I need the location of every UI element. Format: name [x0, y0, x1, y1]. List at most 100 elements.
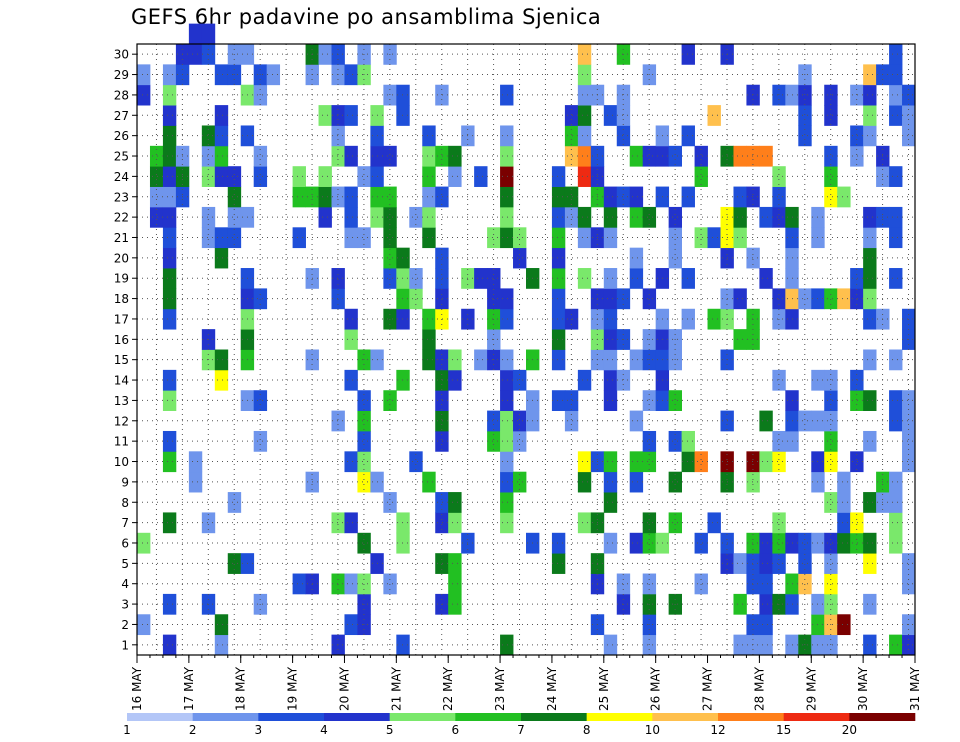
y-tick-label: 4 — [121, 577, 129, 591]
heatmap-cell — [668, 145, 682, 167]
heatmap-cell — [448, 492, 462, 513]
heatmap-cell — [889, 634, 903, 656]
heatmap-cell — [188, 23, 203, 45]
colorbar-swatch — [324, 713, 390, 721]
x-tick-label: 26 MAY — [649, 666, 663, 711]
heatmap-cell — [577, 125, 592, 147]
heatmap-cell — [746, 634, 760, 656]
heatmap-cell — [409, 268, 423, 289]
heatmap-cell — [201, 166, 216, 187]
heatmap-cell — [733, 329, 747, 350]
heatmap-cell — [396, 268, 410, 289]
heatmap-cell — [162, 247, 177, 269]
heatmap-cell — [500, 410, 514, 432]
heatmap-cell — [707, 308, 721, 330]
heatmap-cell — [551, 349, 566, 371]
colorbar-legend: 1 2 3 4 5 6 7 8 10 12 15 20 — [123, 713, 916, 737]
colorbar-swatch — [455, 713, 522, 721]
y-tick-label: 9 — [121, 475, 129, 489]
heatmap-cell — [331, 288, 345, 310]
x-tick-label: 25 MAY — [597, 666, 611, 711]
heatmap-cell — [564, 145, 579, 167]
heatmap-cell — [629, 145, 644, 167]
heatmap-cell — [798, 573, 812, 595]
heatmap-cell — [629, 247, 644, 269]
heatmap-cell — [824, 288, 838, 310]
colorbar-label: 5 — [386, 723, 394, 737]
heatmap-cell — [162, 308, 177, 330]
heatmap-cell — [759, 573, 773, 595]
heatmap-cell — [824, 430, 838, 452]
heatmap-cell — [863, 64, 877, 86]
x-tick-label: 23 MAY — [493, 666, 507, 711]
heatmap-cell — [487, 227, 501, 249]
heatmap-cell — [422, 349, 436, 371]
heatmap-cell — [318, 105, 332, 126]
heatmap-cell — [162, 125, 177, 147]
heatmap-cell — [500, 227, 514, 249]
heatmap-cell — [603, 492, 618, 513]
heatmap-cell — [201, 125, 216, 147]
heatmap-cell — [746, 186, 760, 208]
heatmap-cell — [746, 471, 760, 493]
heatmap-cell — [772, 512, 786, 534]
heatmap-cell — [902, 84, 916, 106]
y-tick-label: 18 — [114, 292, 129, 306]
heatmap-cell — [681, 44, 695, 65]
heatmap-cell — [474, 349, 488, 371]
heatmap-cell — [500, 430, 514, 452]
heatmap-cell — [681, 125, 695, 147]
heatmap-cell — [292, 227, 306, 249]
heatmap-cell — [214, 227, 229, 249]
heatmap-cell — [513, 410, 527, 432]
heatmap-cell — [863, 227, 877, 249]
heatmap-cell — [500, 166, 514, 187]
heatmap-cell — [837, 186, 851, 208]
heatmap-cell — [396, 532, 410, 554]
heatmap-cell — [227, 492, 242, 513]
heatmap-cell — [253, 390, 268, 411]
heatmap-cell — [863, 553, 877, 574]
colorbar-swatch — [192, 713, 259, 721]
heatmap-cell — [162, 593, 177, 615]
heatmap-cell — [357, 532, 371, 554]
heatmap-cell — [824, 105, 838, 126]
y-tick-label: 8 — [121, 496, 129, 510]
heatmap-cell — [422, 145, 436, 167]
heatmap-cell — [137, 532, 151, 554]
heatmap-cell — [642, 145, 657, 167]
colorbar-label: 12 — [710, 723, 725, 737]
heatmap-cell — [837, 532, 851, 554]
heatmap-cell — [162, 227, 177, 249]
heatmap-cell — [551, 268, 566, 289]
heatmap-cell — [435, 268, 449, 289]
y-tick-label: 6 — [121, 536, 129, 550]
heatmap-cell — [409, 206, 423, 228]
heatmap-cell — [201, 227, 216, 249]
heatmap-cell — [383, 390, 397, 411]
heatmap-cell — [500, 308, 514, 330]
heatmap-cell — [668, 227, 682, 249]
heatmap-cell — [889, 492, 903, 513]
y-axis: 1234567891011121314151617181920212223242… — [114, 48, 137, 652]
heatmap-cell — [201, 23, 216, 45]
heatmap-cell — [694, 451, 708, 473]
heatmap-cell — [850, 84, 864, 106]
heatmap-cell — [746, 553, 760, 574]
y-tick-label: 30 — [114, 48, 129, 62]
heatmap-cell — [668, 471, 682, 493]
heatmap-cell — [513, 369, 527, 391]
heatmap-cell — [889, 84, 903, 106]
heatmap-cell — [474, 166, 488, 187]
heatmap-cell — [603, 634, 618, 656]
heatmap-cell — [733, 288, 747, 310]
heatmap-cell — [201, 512, 216, 534]
heatmap-cell — [551, 227, 566, 249]
heatmap-cell — [603, 471, 618, 493]
heatmap-cell — [292, 166, 306, 187]
y-tick-label: 5 — [121, 557, 129, 571]
heatmap-cell — [850, 369, 864, 391]
heatmap-cell — [577, 84, 592, 106]
heatmap-cell — [798, 532, 812, 554]
y-tick-label: 11 — [114, 435, 129, 449]
